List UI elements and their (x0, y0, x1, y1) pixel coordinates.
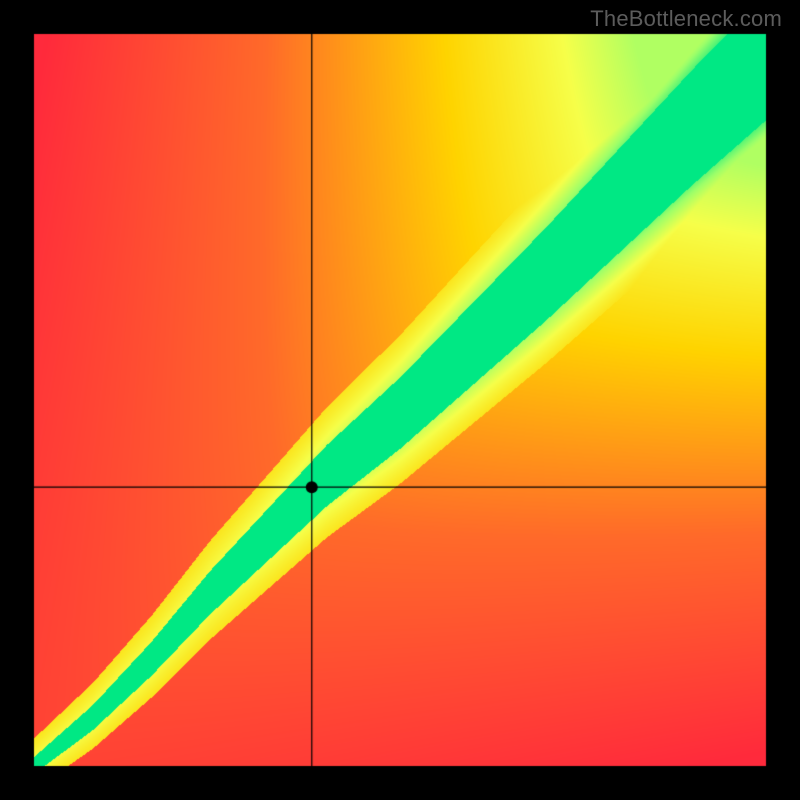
bottleneck-heatmap (0, 0, 800, 800)
watermark-text: TheBottleneck.com (590, 6, 782, 32)
